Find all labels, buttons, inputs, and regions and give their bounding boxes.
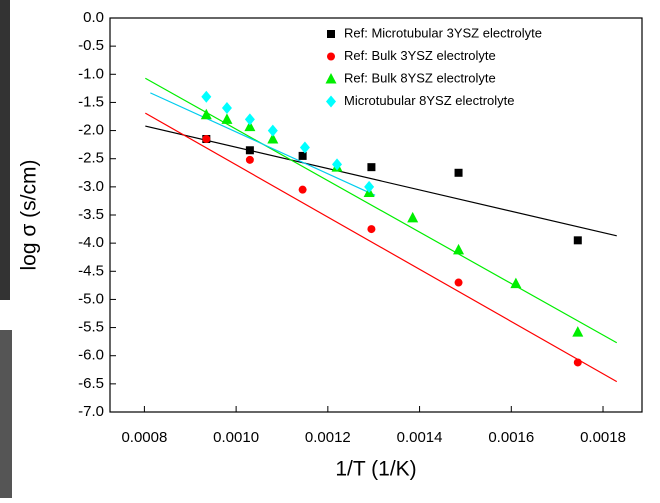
legend-marker [327,30,335,38]
legend-marker [325,73,337,84]
legend-marker [327,52,335,61]
legend-marker [326,95,336,108]
point [407,211,419,223]
y-tick-label: -7.0 [78,403,104,420]
y-tick-label: -4.0 [78,234,104,251]
trendline [145,112,618,383]
point [364,180,375,193]
point [298,151,307,160]
point [332,158,343,171]
point [245,155,254,164]
x-tick-label: 0.0016 [488,429,534,446]
photo-fragment [0,0,10,300]
y-tick-label: -2.5 [78,150,104,167]
x-tick-label: 0.0012 [305,429,351,446]
trendline [150,92,376,196]
trendline [145,77,618,344]
x-tick-label: 0.0010 [213,429,259,446]
point [454,168,463,177]
photo-fragment [0,330,12,498]
x-tick-label: 0.0018 [580,429,626,446]
y-tick-label: -2.0 [78,122,104,139]
x-axis-label: 1/T (1/K) [335,458,416,481]
point [201,90,212,103]
y-tick-label: -1.0 [78,65,104,82]
point [267,133,279,144]
y-axis-label: log σ (s/cm) [18,160,41,271]
y-tick-label: -6.0 [78,347,104,364]
y-tick-label: -3.5 [78,206,104,223]
point [200,108,212,120]
point [510,277,522,289]
point [454,278,463,287]
y-tick-label: -3.0 [78,178,104,195]
x-tick-label: 0.0014 [397,429,443,446]
point [244,120,256,132]
point [573,236,582,245]
y-tick-label: -5.5 [78,319,104,336]
point [298,185,307,194]
point [267,124,278,137]
point [202,135,211,144]
legend-label: Ref: Bulk 3YSZ electrolyte [344,48,496,63]
point [367,225,376,234]
point [221,102,232,115]
legend-label: Microtubular 8YSZ electrolyte [344,93,515,108]
y-tick-label: -5.0 [78,290,104,307]
trendline [145,125,617,237]
legend-label: Ref: Microtubular 3YSZ electrolyte [344,25,542,40]
point [572,326,584,337]
point [244,113,255,126]
point [245,146,254,155]
legend-label: Ref: Bulk 8YSZ electrolyte [344,70,496,85]
point [367,163,376,172]
y-tick-label: -0.5 [78,37,104,54]
y-tick-label: -1.5 [78,93,104,110]
point [573,358,582,367]
point [453,243,465,255]
point [299,141,310,154]
x-tick-label: 0.0008 [121,429,167,446]
y-tick-label: -6.5 [78,375,104,392]
y-tick-label: -4.5 [78,262,104,279]
y-tick-label: 0.0 [83,9,104,26]
point [221,113,233,124]
